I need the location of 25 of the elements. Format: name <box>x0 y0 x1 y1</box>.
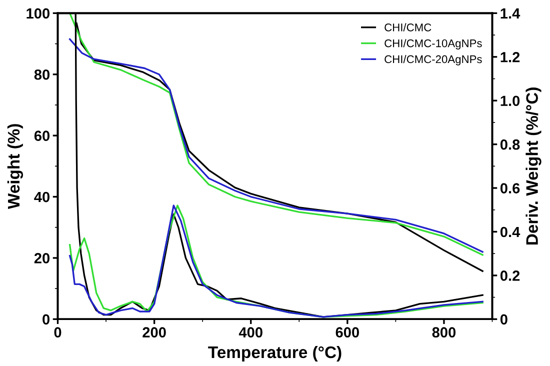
y2-tick-label: 1.2 <box>500 52 520 62</box>
y-axis-title: Weight (%) <box>7 124 24 210</box>
y2-tick-label: 0.4 <box>500 226 520 238</box>
x-axis-title: Temperature (°C) <box>208 346 342 362</box>
y-tick-label: 100 <box>26 8 50 19</box>
x-tick-label: 600 <box>336 327 359 338</box>
y2-tick-label: 0.2 <box>500 270 520 281</box>
y2-tick-label: 1.0 <box>500 96 520 106</box>
y2-tick-label: 1.4 <box>500 8 520 18</box>
y2-tick-label: 0.6 <box>500 183 520 194</box>
y-tick-label: 20 <box>34 253 50 264</box>
y-tick-label: 80 <box>34 69 50 80</box>
x-tick-label: 200 <box>142 327 166 338</box>
x-tick-label: 800 <box>432 327 456 338</box>
y2-tick-label: 0.8 <box>500 139 520 150</box>
y-tick-label: 40 <box>34 192 50 202</box>
y-tick-label: 0 <box>42 314 50 325</box>
y2-axis-title: Deriv. Weight (%/°C) <box>526 88 542 244</box>
x-tick-label: 0 <box>54 327 62 338</box>
legend-label: CHI/CMC-10AgNPs <box>384 39 482 50</box>
y-tick-label: 60 <box>34 130 50 141</box>
x-tick-label: 400 <box>238 327 262 338</box>
y2-tick-label: 0 <box>500 314 508 325</box>
legend-label: CHI/CMC <box>384 23 432 32</box>
legend-label: CHI/CMC-20AgNPs <box>384 55 482 66</box>
